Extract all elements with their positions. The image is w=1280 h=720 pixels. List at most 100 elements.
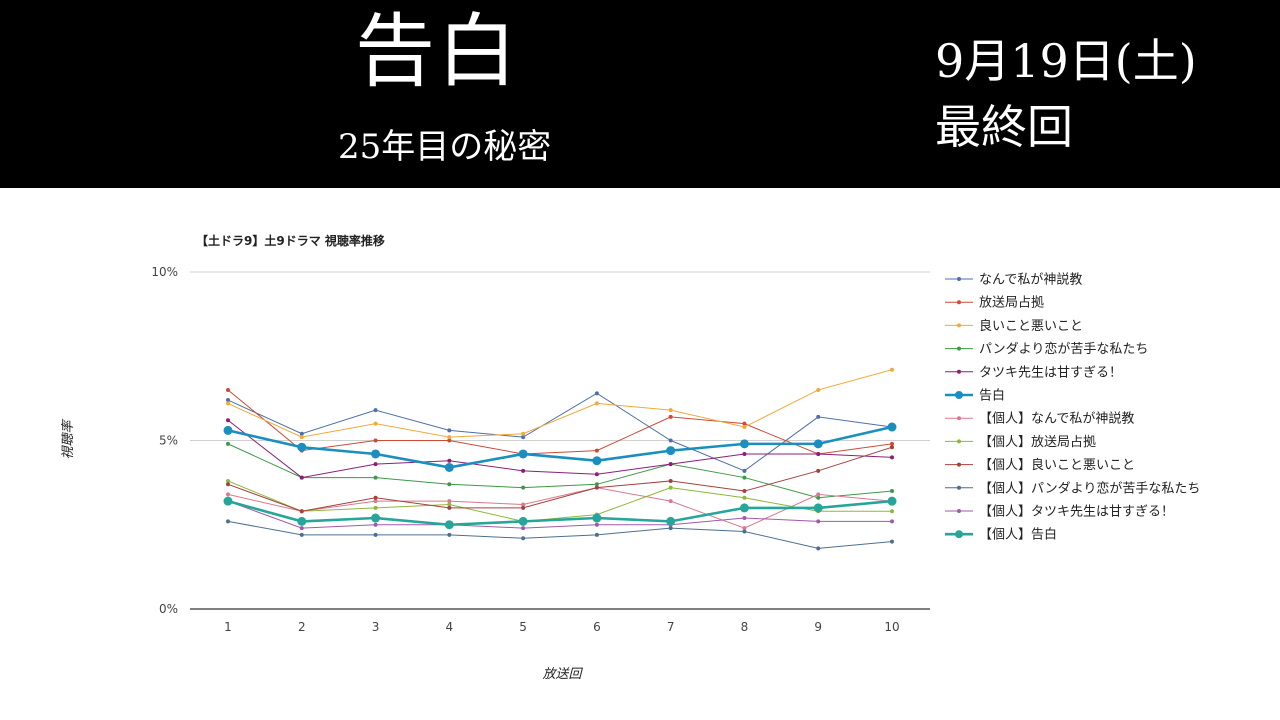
legend-label: 【個人】放送局占拠 [979,435,1096,450]
data-point [373,408,378,413]
series-line [227,446,893,512]
data-point [668,438,673,443]
series-9 [226,445,894,514]
data-point [890,445,894,450]
data-point [373,505,378,510]
data-point [742,516,747,521]
data-point [668,462,673,467]
series-line [227,520,893,549]
data-point [299,431,304,436]
data-point [226,519,230,524]
data-point [518,449,528,459]
data-point [373,475,378,480]
data-point [521,485,526,490]
legend-swatch-dot [957,439,961,444]
drama-subtitle: 25年目の秘密 [338,127,552,167]
legend-label: 放送局占拠 [979,296,1044,311]
data-point [373,438,378,443]
x-tick-label: 5 [519,620,527,634]
data-point [521,505,526,510]
data-point [668,408,673,413]
legend-label: 【個人】タツキ先生は甘すぎる！ [979,505,1174,520]
data-point [521,431,526,436]
series-line [227,369,893,438]
x-tick-label: 6 [593,620,601,634]
chart-gridlines [190,271,930,610]
data-point [666,446,676,456]
chart-title: 【土ドラ9】土9ドラマ 視聴率推移 [196,233,385,248]
data-point [226,482,230,487]
legend-swatch-dot [957,369,961,374]
data-point [373,499,378,504]
legend-label: 【個人】告白 [979,527,1057,543]
x-tick-label: 1 [224,620,232,634]
data-point [890,367,894,372]
data-point [592,456,602,466]
data-point [813,439,823,449]
data-point [890,489,894,494]
data-point [373,421,378,426]
series-2 [226,387,894,456]
data-point [594,391,599,396]
data-point [890,519,894,524]
series-1 [226,391,894,473]
data-point [299,475,304,480]
legend-item: 放送局占拠 [945,296,1044,311]
data-point [447,532,452,537]
data-point [668,499,673,504]
data-point [226,441,230,446]
drama-title: 告白 [355,5,519,98]
data-point [447,438,452,443]
data-point [594,532,599,537]
data-point [371,513,381,523]
data-point [226,387,230,392]
data-point [226,492,230,497]
data-point [447,428,452,433]
legend-item: なんで私が神説教 [945,272,1082,288]
data-point [299,532,304,537]
data-point [592,513,602,523]
data-point [521,536,526,541]
y-tick-label: 10% [151,265,178,279]
x-axis-label: 放送回 [542,667,583,682]
header-banner: 告白 25年目の秘密 9月19日(土) 最終回 [0,0,1280,188]
series-line [227,499,893,527]
legend-swatch-dot [957,346,961,351]
data-point [816,492,821,497]
data-point [373,522,378,527]
data-point [447,482,452,487]
data-point [594,401,599,406]
data-point [444,520,454,530]
data-point [668,414,673,419]
series-line [227,425,893,469]
series-6 [223,422,897,472]
series-line [227,419,893,479]
series-line [227,389,893,455]
legend-swatch-dot [957,485,961,490]
y-axis-ticks: 0% 5% 10% [151,265,178,616]
data-point [816,387,821,392]
legend-swatch-dot [957,416,961,421]
data-point [887,422,897,432]
data-point [887,496,897,506]
legend-swatch-dot [957,462,961,467]
data-point [371,449,381,459]
data-point [739,439,749,449]
x-tick-label: 9 [814,620,822,634]
x-tick-label: 10 [884,620,899,634]
data-point [890,455,894,460]
series-line [227,443,893,499]
data-point [816,468,821,473]
series-line [227,487,893,529]
data-point [742,421,747,426]
data-point [742,489,747,494]
data-point [297,516,307,526]
data-point [226,401,230,406]
data-point [521,502,526,507]
legend-swatch-dot [955,530,963,539]
legend-label: 【個人】パンダより恋が苦手な私たち [979,480,1200,496]
data-point [373,462,378,467]
series-5 [226,418,894,480]
legend-swatch-dot [957,509,961,513]
